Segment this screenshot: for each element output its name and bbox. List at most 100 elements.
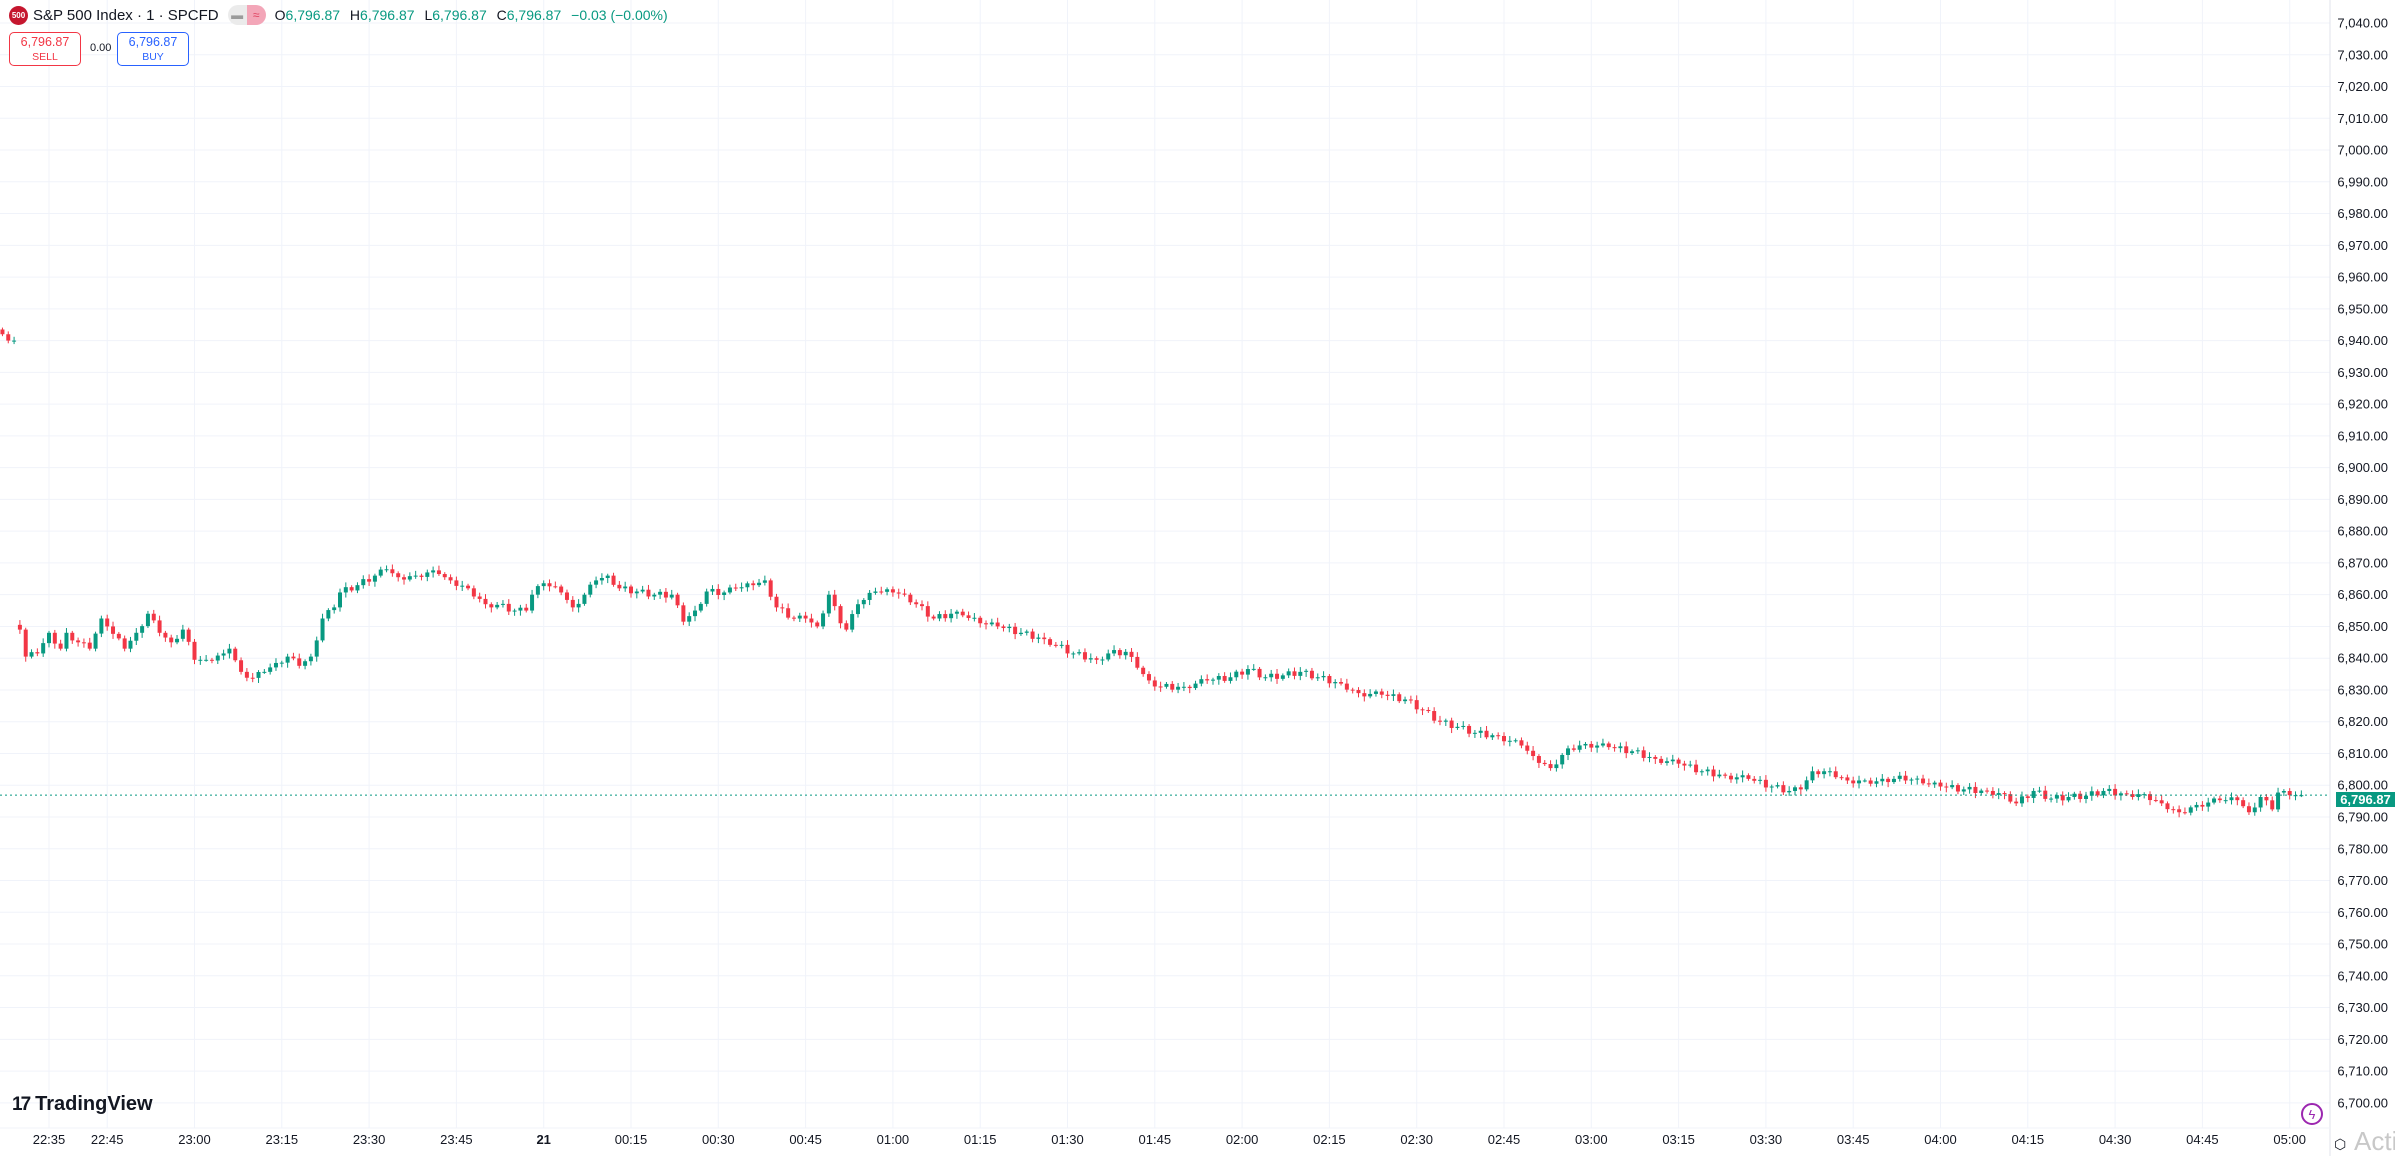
time-tick-label: 02:45 <box>1488 1132 1521 1147</box>
candle-body <box>780 607 785 609</box>
candle-body <box>1699 771 1704 773</box>
price-tick-label: 6,960.00 <box>2337 270 2388 285</box>
candle-body <box>1327 675 1332 684</box>
price-tick-label: 6,820.00 <box>2337 714 2388 729</box>
candle-body <box>826 594 831 614</box>
time-tick-label: 23:45 <box>440 1132 473 1147</box>
time-tick-label: 04:45 <box>2186 1132 2219 1147</box>
tradingview-logo[interactable]: 17 TradingView <box>12 1093 153 1116</box>
candle-body <box>599 578 604 581</box>
candle-body <box>1065 644 1070 654</box>
candle-body <box>1560 754 1565 765</box>
candle-body <box>355 585 360 591</box>
buy-button[interactable]: 6,796.87 BUY <box>117 32 189 66</box>
candle-body <box>617 584 622 589</box>
candle-body <box>588 584 593 595</box>
candle-body <box>134 632 139 641</box>
candle-body <box>1321 675 1326 678</box>
candle-body <box>739 587 744 589</box>
candle-body <box>1437 720 1442 722</box>
ohlc-values: O6,796.87 H6,796.87 L6,796.87 C6,796.87 … <box>275 7 674 23</box>
candle-body <box>512 610 517 612</box>
candle-body <box>1670 759 1675 762</box>
candle-body <box>262 671 267 673</box>
candle-body <box>687 616 692 622</box>
candle-body <box>1740 775 1745 778</box>
candle-body <box>93 633 98 649</box>
candle-body <box>1484 730 1489 738</box>
candle-body <box>1100 659 1105 661</box>
price-tick-label: 6,830.00 <box>2337 682 2388 697</box>
candle-body <box>1955 785 1960 792</box>
time-tick-label: 01:30 <box>1051 1132 1084 1147</box>
market-status-pill[interactable]: ▬ ≈ <box>227 5 266 25</box>
candle-body <box>646 589 651 597</box>
candle-body <box>1705 769 1710 772</box>
candle-body <box>308 656 313 662</box>
buy-price: 6,796.87 <box>128 35 178 49</box>
candle-body <box>1018 632 1023 635</box>
last-price-label: 6,796.87 <box>2336 792 2395 807</box>
candle-body <box>1391 694 1396 696</box>
candle-body <box>17 624 22 630</box>
candle-body <box>396 573 401 578</box>
candle-body <box>1013 626 1018 635</box>
candle-body <box>1839 777 1844 779</box>
candle-body <box>2072 793 2077 797</box>
candle-body <box>1688 764 1693 766</box>
candle-body <box>332 607 337 611</box>
candle-body <box>2078 793 2083 800</box>
candle-body <box>605 575 610 579</box>
candle-body <box>1967 786 1972 790</box>
candle-body <box>727 587 732 593</box>
candle-body <box>663 591 668 598</box>
candle-body <box>885 589 890 592</box>
candle-body <box>768 580 773 597</box>
candle-body <box>1647 756 1652 758</box>
candle-body <box>436 570 441 575</box>
candle-body <box>925 606 930 617</box>
candle-body <box>861 599 866 605</box>
time-tick-label: 03:45 <box>1837 1132 1870 1147</box>
candle-body <box>530 594 535 611</box>
candle-body <box>2206 802 2211 807</box>
candle-body <box>2054 795 2059 799</box>
candle-body <box>1531 750 1536 757</box>
candle-body <box>1024 631 1029 633</box>
candle-body <box>1612 747 1617 749</box>
time-axis[interactable]: 22:35 22:45 23:00 23:15 23:30 23:45 21 00:15 00:… <box>33 1132 2306 1147</box>
buy-label: BUY <box>142 51 164 63</box>
candle-body <box>1036 637 1041 639</box>
activate-watermark: Activ <box>2354 1126 2395 1156</box>
candle-body <box>2223 800 2228 802</box>
candle-body <box>2241 800 2246 807</box>
candle-body <box>1216 675 1221 680</box>
candle-body <box>460 585 465 587</box>
settings-icon[interactable]: ⬡ <box>2334 1136 2347 1152</box>
candle-body <box>623 586 628 589</box>
candle-body <box>122 638 127 649</box>
candle-body <box>343 587 348 593</box>
candle-body <box>681 605 686 622</box>
candle-body <box>2252 807 2257 813</box>
candle-body <box>1630 751 1635 754</box>
candle-body <box>757 582 762 586</box>
symbol-title[interactable]: S&P 500 Index · 1 · SPCFD <box>33 6 219 24</box>
time-tick-label: 02:00 <box>1226 1132 1259 1147</box>
candle-body <box>256 672 261 678</box>
candle-body <box>1897 775 1902 779</box>
candle-body <box>553 586 558 588</box>
lightning-icon[interactable]: ϟ <box>2301 1103 2323 1125</box>
sell-button[interactable]: 6,796.87 SELL <box>9 32 81 66</box>
candle-body <box>1135 656 1140 668</box>
candle-body <box>431 570 436 573</box>
candle-body <box>1752 778 1757 781</box>
candle-body <box>1315 677 1320 679</box>
candle-body <box>268 667 273 672</box>
candle-body <box>890 589 895 593</box>
candle-body <box>1117 650 1122 656</box>
price-axis[interactable]: 7,040.00 7,030.00 7,020.00 7,010.00 7,000.00… <box>2337 16 2388 1111</box>
candle-body <box>1932 782 1937 785</box>
open-value: 6,796.87 <box>285 7 341 23</box>
